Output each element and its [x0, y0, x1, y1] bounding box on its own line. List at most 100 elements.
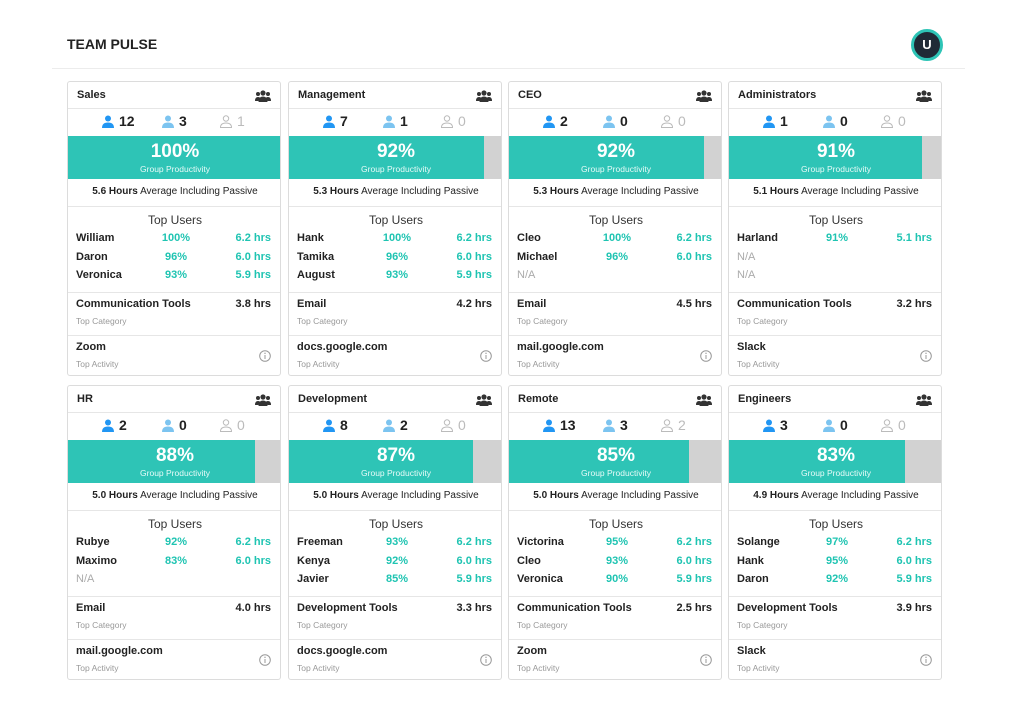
- average-label: Average Including Passive: [361, 186, 479, 197]
- top-activity-label: Top Activity: [517, 663, 560, 673]
- team-card[interactable]: CEO 2 0 0 92% Group Productivity 5.3 Hours Ave…: [508, 81, 722, 376]
- user-hours: 6.0 hrs: [676, 554, 712, 567]
- user-name: Hank: [297, 232, 324, 244]
- user-hours: 6.2 hrs: [235, 536, 271, 548]
- top-users-label: Top Users: [588, 213, 644, 227]
- team-card[interactable]: Sales 12 3 1 100% Group Productivity 5.6 Hours…: [67, 81, 281, 376]
- hr: [729, 596, 941, 597]
- hours: 5.0 Hours: [313, 490, 359, 501]
- user-pct: 100%: [382, 232, 412, 244]
- hr: [509, 292, 721, 293]
- active-count: 7: [340, 113, 348, 129]
- user-name: William: [76, 232, 115, 244]
- hr: [68, 596, 280, 597]
- offline-count: 0: [458, 417, 466, 433]
- productivity-caption: Group Productivity: [581, 468, 651, 478]
- top-category: Email: [76, 602, 106, 614]
- user-pct: 96%: [385, 250, 409, 263]
- active-icon: [102, 115, 114, 133]
- info-icon[interactable]: [920, 653, 932, 671]
- user-pct: 92%: [164, 536, 188, 548]
- active-icon: [323, 419, 335, 437]
- team-card[interactable]: Remote 13 3 2 85% Group Productivity 5.0 Hours…: [508, 385, 722, 680]
- user-name: Veronica: [517, 573, 563, 585]
- hr: [729, 108, 941, 109]
- team-card[interactable]: Development 8 2 0 87% Group Productivity 5.0 H…: [288, 385, 502, 680]
- offline-count: 0: [678, 113, 686, 129]
- hr: [289, 206, 501, 207]
- user-pct: 100%: [602, 232, 632, 244]
- idle-icon: [603, 115, 615, 133]
- idle-icon: [162, 419, 174, 437]
- info-icon[interactable]: [480, 653, 492, 671]
- info-icon[interactable]: [259, 653, 271, 671]
- info-icon[interactable]: [259, 349, 271, 367]
- hr: [289, 335, 501, 336]
- team-card[interactable]: Engineers 3 0 0 83% Group Productivity 4.9 Hou…: [728, 385, 942, 680]
- productivity-bar: [289, 136, 485, 179]
- top-category: Development Tools: [737, 602, 838, 614]
- card-title: Management: [298, 89, 366, 101]
- productivity-track: [729, 440, 941, 483]
- productivity-bar: [729, 136, 922, 179]
- idle-count: 1: [400, 113, 408, 129]
- offline-icon: [880, 115, 894, 133]
- hr: [509, 108, 721, 109]
- hours: 5.1 Hours: [753, 186, 799, 197]
- idle-icon: [603, 419, 615, 437]
- user-name: Tamika: [297, 250, 335, 263]
- idle-count: 3: [179, 113, 187, 129]
- info-icon[interactable]: [480, 349, 492, 367]
- user-name: Solange: [737, 536, 780, 548]
- idle-count: 0: [840, 113, 848, 129]
- top-category-label: Top Category: [517, 620, 568, 630]
- user-hours: 6.0 hrs: [896, 554, 932, 567]
- top-activity-label: Top Activity: [76, 359, 119, 369]
- hours: 5.0 Hours: [533, 490, 579, 501]
- average-label: Average Including Passive: [801, 186, 919, 197]
- idle-icon: [823, 115, 835, 133]
- productivity-bar: [509, 136, 705, 179]
- user-name: Cleo: [517, 554, 541, 567]
- productivity-caption: Group Productivity: [801, 468, 871, 478]
- hours: 5.6 Hours: [92, 186, 138, 197]
- productivity-track: [289, 136, 501, 179]
- offline-icon: [880, 419, 894, 437]
- top-category: Communication Tools: [76, 298, 191, 310]
- user-name: Harland: [737, 232, 778, 244]
- top-category: Communication Tools: [517, 602, 632, 614]
- productivity-track: [68, 440, 280, 483]
- average-label: Average Including Passive: [801, 490, 919, 501]
- top-users-label: Top Users: [147, 517, 203, 531]
- top-category-label: Top Category: [76, 316, 127, 326]
- team-card[interactable]: HR 2 0 0 88% Group Productivity 5.0 Hours Aver…: [67, 385, 281, 680]
- group-icon: [916, 89, 932, 107]
- productivity-bar: [68, 440, 255, 483]
- avatar[interactable]: U: [911, 29, 943, 61]
- user-pct: 90%: [605, 573, 629, 585]
- average-label: Average Including Passive: [140, 186, 258, 197]
- active-icon: [763, 419, 775, 437]
- productivity-caption: Group Productivity: [361, 164, 431, 174]
- top-category: Development Tools: [297, 602, 398, 614]
- active-icon: [763, 115, 775, 133]
- user-hours: 5.9 hrs: [676, 573, 712, 585]
- info-icon[interactable]: [700, 349, 712, 367]
- hr: [68, 335, 280, 336]
- top-activity-label: Top Activity: [737, 663, 780, 673]
- top-users-label: Top Users: [808, 517, 864, 531]
- top-category-label: Top Category: [297, 316, 348, 326]
- top-activity-label: Top Activity: [297, 359, 340, 369]
- info-icon[interactable]: [700, 653, 712, 671]
- average-hours: 5.0 Hours Average Including Passive: [68, 490, 280, 501]
- active-count: 13: [560, 417, 576, 433]
- user-name: Javier: [297, 573, 329, 585]
- offline-count: 0: [237, 417, 245, 433]
- info-icon[interactable]: [920, 349, 932, 367]
- average-label: Average Including Passive: [361, 490, 479, 501]
- team-card[interactable]: Administrators 1 0 0 91% Group Productivity 5.…: [728, 81, 942, 376]
- user-hours: 6.2 hrs: [676, 232, 712, 244]
- team-card[interactable]: Management 7 1 0 92% Group Productivity 5.3 Ho…: [288, 81, 502, 376]
- idle-count: 0: [620, 113, 628, 129]
- productivity-bar: [68, 136, 280, 179]
